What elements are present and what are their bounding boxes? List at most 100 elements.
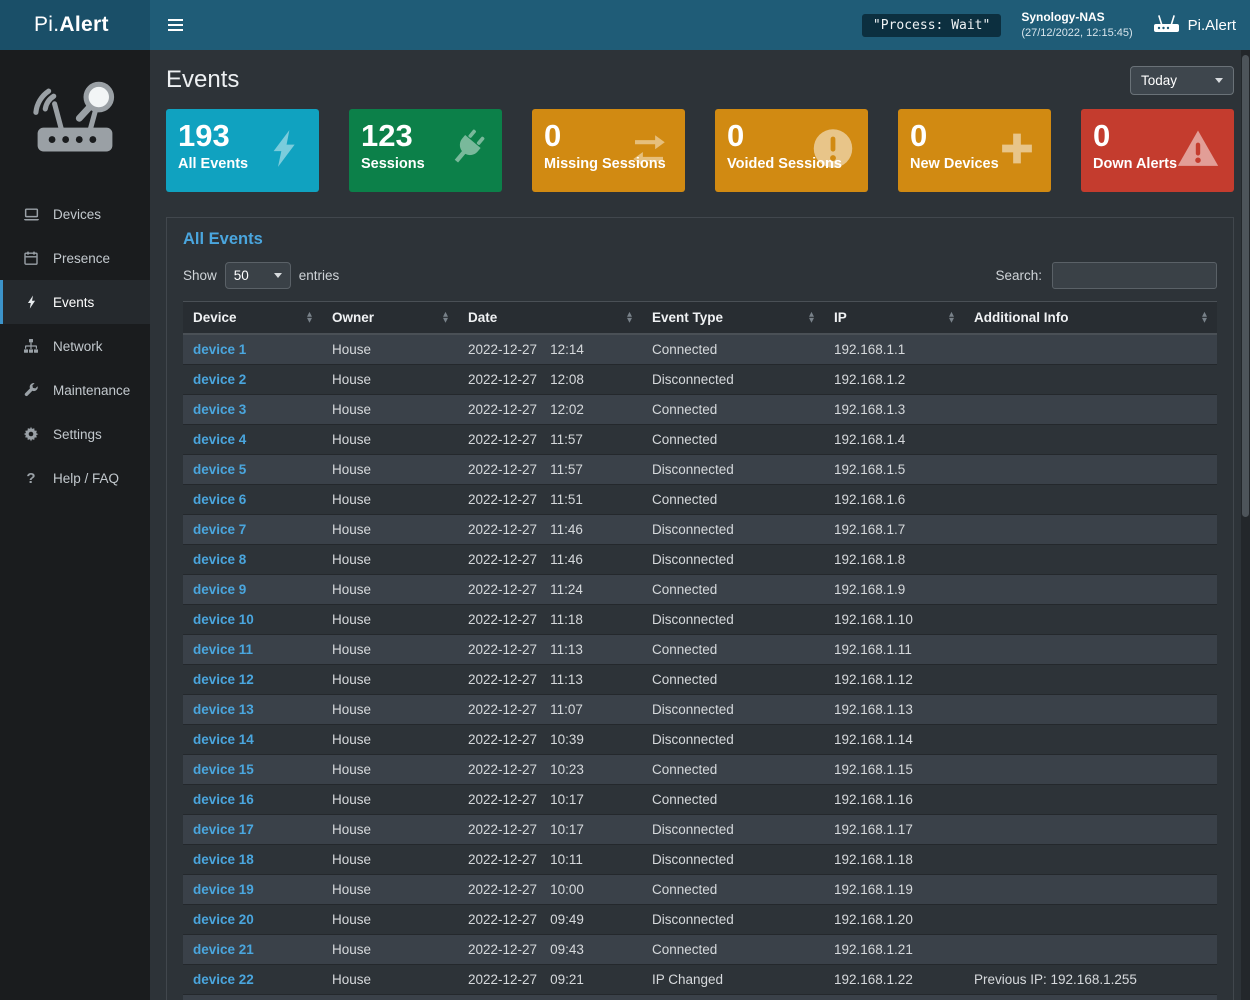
sidebar-item-label: Devices: [53, 206, 102, 222]
date-cell: 2022-12-27 12:02: [458, 394, 642, 425]
date-cell: 2022-12-27 10:39: [458, 724, 642, 755]
device-link[interactable]: device 12: [193, 672, 254, 687]
sort-icon[interactable]: ▲ ▼: [307, 310, 312, 324]
event-type-cell: Connected: [642, 394, 824, 425]
column-header-owner[interactable]: Owner ▲ ▼: [322, 301, 458, 335]
sort-icon[interactable]: ▲ ▼: [1202, 310, 1207, 324]
device-link[interactable]: device 22: [193, 972, 254, 987]
device-link[interactable]: device 10: [193, 612, 254, 627]
sidebar-item-network[interactable]: Network: [0, 324, 150, 368]
column-header-event-type[interactable]: Event Type ▲ ▼: [642, 301, 824, 335]
owner-cell: House: [322, 994, 458, 1000]
sidebar-toggle-button[interactable]: [162, 13, 189, 37]
device-link[interactable]: device 15: [193, 762, 254, 777]
sidebar-item-maintenance[interactable]: Maintenance: [0, 368, 150, 412]
column-label: Owner: [332, 310, 375, 325]
column-label: Device: [193, 310, 237, 325]
panel-title: All Events: [183, 230, 263, 248]
card-all-events[interactable]: 193 All Events: [166, 109, 319, 192]
device-link[interactable]: device 2: [193, 372, 247, 387]
card-label: New Devices: [910, 155, 999, 172]
plug-icon: [445, 126, 489, 175]
scrollbar-thumb[interactable]: [1242, 55, 1249, 517]
column-header-device[interactable]: Device ▲ ▼: [183, 301, 322, 335]
device-link[interactable]: device 1: [193, 342, 247, 357]
sidebar-item-settings[interactable]: Settings: [0, 412, 150, 456]
period-select-value: Today: [1141, 72, 1178, 88]
card-new-devices[interactable]: 0 New Devices: [898, 109, 1051, 192]
table-row: device 20 House 2022-12-27 09:49 Disconne…: [183, 904, 1217, 935]
ip-cell: 192.168.1.16: [824, 784, 964, 815]
device-link[interactable]: device 11: [193, 642, 254, 657]
device-link[interactable]: device 4: [193, 432, 247, 447]
ip-cell: 192.168.1.21: [824, 934, 964, 965]
sort-icon[interactable]: ▲ ▼: [809, 310, 814, 324]
ip-cell: 192.168.1.3: [824, 394, 964, 425]
table-row: device 1 House 2022-12-27 12:14 Connected…: [183, 333, 1217, 365]
date-cell: 2022-12-27 12:08: [458, 364, 642, 395]
date-cell: 2022-12-27 11:46: [458, 514, 642, 545]
sidebar-item-presence[interactable]: Presence: [0, 236, 150, 280]
sidebar-item-help[interactable]: ? Help / FAQ: [0, 456, 150, 500]
card-value: 193: [178, 118, 230, 153]
column-header-additional-info[interactable]: Additional Info ▲ ▼: [964, 301, 1217, 335]
table-row: device 12 House 2022-12-27 11:13 Connecte…: [183, 664, 1217, 695]
topbar-app-link[interactable]: Pi.Alert: [1153, 13, 1236, 37]
ip-cell: 192.168.1.17: [824, 814, 964, 845]
device-link[interactable]: device 7: [193, 522, 247, 537]
device-link[interactable]: device 18: [193, 852, 254, 867]
main-content: Events Today 193 All Events 123 Sessions: [150, 50, 1250, 1000]
date-cell: 2022-12-27 11:07: [458, 694, 642, 725]
device-link[interactable]: device 20: [193, 912, 254, 927]
sort-icon[interactable]: ▲ ▼: [443, 310, 448, 324]
date-cell: 2022-12-27 10:17: [458, 784, 642, 815]
owner-cell: House: [322, 634, 458, 665]
brand-prefix: Pi.: [34, 13, 60, 36]
sidebar-item-events[interactable]: Events: [0, 280, 150, 324]
ip-cell: 192.168.1.1: [824, 333, 964, 365]
card-label: Sessions: [361, 155, 425, 172]
card-sessions[interactable]: 123 Sessions: [349, 109, 502, 192]
sidebar-item-label: Network: [53, 338, 103, 354]
search-input[interactable]: [1052, 262, 1217, 289]
calendar-icon: [21, 250, 41, 266]
card-down-alerts[interactable]: 0 Down Alerts: [1081, 109, 1234, 192]
device-link[interactable]: device 21: [193, 942, 254, 957]
card-value: 0: [910, 118, 928, 153]
sidebar-item-devices[interactable]: Devices: [0, 192, 150, 236]
card-voided-sessions[interactable]: 0 Voided Sessions: [715, 109, 868, 192]
card-missing-sessions[interactable]: 0 Missing Sessions: [532, 109, 685, 192]
date-cell: 2022-12-27 09:21: [458, 964, 642, 995]
period-select[interactable]: Today: [1130, 65, 1234, 95]
owner-cell: House: [322, 844, 458, 875]
device-link[interactable]: device 6: [193, 492, 247, 507]
table-row: device 21 House 2022-12-27 09:43 Connecte…: [183, 934, 1217, 965]
event-type-cell: Disconnected: [642, 544, 824, 575]
ip-cell: 192.168.1.12: [824, 664, 964, 695]
page-size-select[interactable]: 50: [224, 262, 291, 289]
event-type-cell: Connected: [642, 634, 824, 665]
owner-cell: House: [322, 333, 458, 365]
table-row: device 22 House 2022-12-27 09:21 IP Chang…: [183, 964, 1217, 995]
column-label: Event Type: [652, 310, 724, 325]
device-link[interactable]: device 8: [193, 552, 247, 567]
device-link[interactable]: device 14: [193, 732, 254, 747]
sort-icon[interactable]: ▲ ▼: [627, 310, 632, 324]
device-link[interactable]: device 16: [193, 792, 254, 807]
column-header-date[interactable]: Date ▲ ▼: [458, 301, 642, 335]
warning-triangle-icon: [1175, 126, 1221, 175]
column-label: Additional Info: [974, 310, 1069, 325]
device-link[interactable]: device 3: [193, 402, 247, 417]
device-link[interactable]: device 13: [193, 702, 254, 717]
page-size-value: 50: [233, 268, 249, 283]
device-link[interactable]: device 5: [193, 462, 247, 477]
brand-logo[interactable]: Pi. Alert: [0, 0, 150, 50]
column-header-ip[interactable]: IP ▲ ▼: [824, 301, 964, 335]
sort-icon[interactable]: ▲ ▼: [949, 310, 954, 324]
ip-cell: 192.168.1.15: [824, 754, 964, 785]
device-link[interactable]: device 17: [193, 822, 254, 837]
device-link[interactable]: device 19: [193, 882, 254, 897]
device-link[interactable]: device 9: [193, 582, 247, 597]
ip-cell: 192.168.1.9: [824, 574, 964, 605]
ip-cell: 192.168.1.8: [824, 544, 964, 575]
